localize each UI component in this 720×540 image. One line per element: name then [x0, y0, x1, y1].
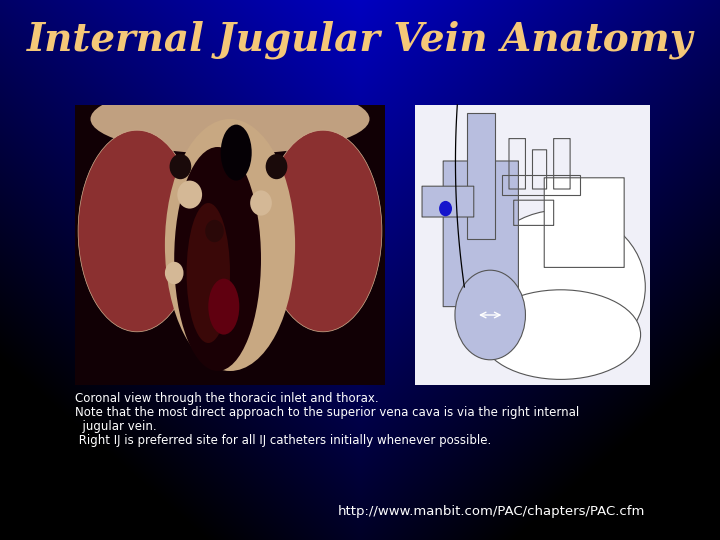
Text: jugular vein.: jugular vein. [75, 420, 157, 433]
Ellipse shape [476, 210, 645, 364]
FancyBboxPatch shape [544, 178, 624, 267]
Ellipse shape [250, 191, 272, 215]
Ellipse shape [221, 125, 252, 180]
Text: Note that the most direct approach to the superior vena cava is via the right in: Note that the most direct approach to th… [75, 406, 580, 419]
Bar [75, 105, 385, 385]
Ellipse shape [205, 220, 224, 242]
Ellipse shape [165, 262, 184, 284]
Ellipse shape [186, 203, 230, 343]
Ellipse shape [174, 147, 261, 371]
FancyBboxPatch shape [444, 161, 518, 307]
Ellipse shape [177, 180, 202, 208]
Ellipse shape [439, 201, 452, 217]
Ellipse shape [169, 154, 192, 179]
Ellipse shape [91, 84, 369, 154]
Ellipse shape [78, 130, 196, 332]
Text: Internal Jugular Vein Anatomy: Internal Jugular Vein Anatomy [27, 21, 693, 59]
Text: Coronal view through the thoracic inlet and thorax.: Coronal view through the thoracic inlet … [75, 392, 379, 405]
Bar [467, 113, 495, 239]
Ellipse shape [165, 119, 295, 371]
Ellipse shape [208, 279, 239, 335]
Ellipse shape [455, 270, 526, 360]
Text: Right IJ is preferred site for all IJ catheters initially whenever possible.: Right IJ is preferred site for all IJ ca… [75, 434, 491, 447]
FancyBboxPatch shape [422, 186, 474, 217]
Bar [502, 175, 580, 194]
Bar [415, 105, 650, 385]
Ellipse shape [264, 130, 382, 332]
Text: http://www.manbit.com/PAC/chapters/PAC.cfm: http://www.manbit.com/PAC/chapters/PAC.c… [338, 505, 645, 518]
Ellipse shape [481, 290, 641, 380]
Ellipse shape [266, 154, 287, 179]
